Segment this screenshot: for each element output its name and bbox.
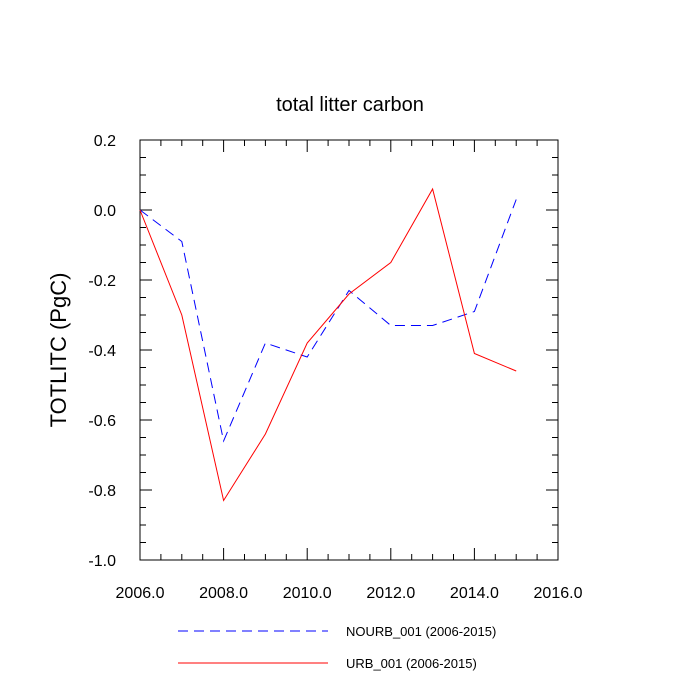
y-tick-label: 0.2 (94, 133, 116, 150)
data-series (139, 187, 517, 502)
plot-frame (139, 139, 559, 561)
x-tick-label: 2012.0 (366, 585, 415, 602)
x-tick-label: 2016.0 (534, 585, 583, 602)
x-tick-label: 2008.0 (199, 585, 248, 602)
legend-label: NOURB_001 (2006-2015) (346, 624, 496, 639)
y-tick-label: -1.0 (88, 553, 116, 570)
x-tick-label: 2006.0 (116, 585, 165, 602)
axis-ticks (139, 139, 559, 561)
y-tick-label: -0.2 (88, 273, 116, 290)
y-tick-label: -0.4 (88, 343, 116, 360)
legend: NOURB_001 (2006-2015) URB_001 (2006-2015) (178, 624, 496, 671)
legend-label: URB_001 (2006-2015) (346, 656, 477, 671)
x-axis-tick-labels: 2006.0 2008.0 2010.0 2012.0 2014.0 2016.0 (116, 585, 583, 602)
x-tick-label: 2010.0 (283, 585, 332, 602)
series-line-urb-001 (139, 187, 517, 502)
y-axis-tick-labels: -1.0 -0.8 -0.6 -0.4 -0.2 0.0 0.2 (88, 133, 116, 570)
x-tick-label: 2014.0 (450, 585, 499, 602)
y-tick-label: -0.6 (88, 413, 116, 430)
y-tick-label: -0.8 (88, 483, 116, 500)
series-line-nourb-001 (139, 199, 517, 443)
y-axis-label: TOTLITC (PgC) (46, 273, 71, 428)
y-tick-label: 0.0 (94, 203, 116, 220)
chart-title: total litter carbon (276, 94, 424, 116)
